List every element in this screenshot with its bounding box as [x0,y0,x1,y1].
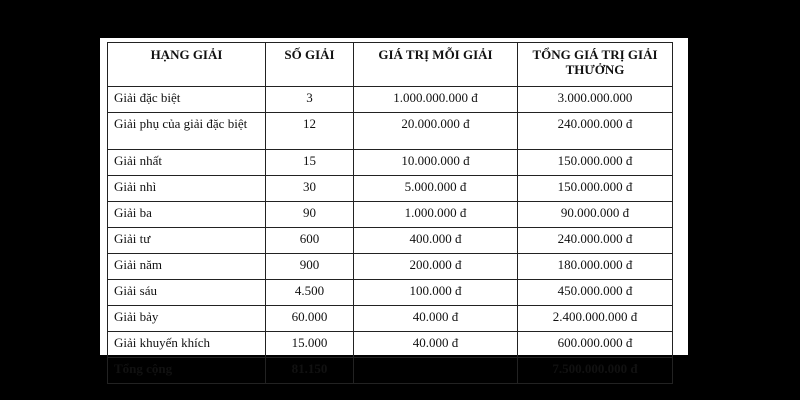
table-cell: Giải đặc biệt [107,86,266,113]
empty-cell [353,357,518,384]
paper: HẠNG GIẢI SỐ GIẢI GIÁ TRỊ MỖI GIẢI TỔNG GIÁ… [100,38,688,384]
table-cell: 450.000.000 đ [517,279,673,306]
table-cell: Giải bảy [107,305,266,332]
table-cell: Giải nhất [107,149,266,176]
total-amount: 7.500.000.000 đ [517,357,673,384]
total-row: Tổng cộng 81.150 7.500.000.000 đ [107,357,673,384]
table-row: Giải bảy 60.000 40.000 đ 2.400.000.000 đ [107,305,673,332]
table-cell: Giải nhì [107,175,266,202]
table-cell: 600.000.000 đ [517,331,673,358]
table-row: Giải đặc biệt 3 1.000.000.000 đ 3.000.000.0… [107,86,673,113]
table-cell: 1.000.000.000 đ [353,86,518,113]
table-cell: 900 [265,253,354,280]
table-cell: Giải năm [107,253,266,280]
table-cell: 60.000 [265,305,354,332]
header-cell: HẠNG GIẢI [107,42,266,87]
table-cell: 2.400.000.000 đ [517,305,673,332]
table-cell: 12 [265,112,354,150]
total-label: Tổng cộng [107,357,266,384]
table-cell: Giải phụ của giải đặc biệt [107,112,266,150]
table-cell: Giải ba [107,201,266,228]
table-cell: Giải tư [107,227,266,254]
table-row: Giải phụ của giải đặc biệt 12 20.000.000 đ… [107,112,673,150]
table-cell: 180.000.000 đ [517,253,673,280]
table-cell: 3 [265,86,354,113]
total-count: 81.150 [265,357,354,384]
table-cell: 20.000.000 đ [353,112,518,150]
table-cell: 30 [265,175,354,202]
header-cell: SỐ GIẢI [265,42,354,87]
table-cell: 10.000.000 đ [353,149,518,176]
table-cell: 3.000.000.000 [517,86,673,113]
table-row: Giải khuyến khích 15.000 40.000 đ 600.000.0… [107,331,673,358]
table-cell: 90.000.000 đ [517,201,673,228]
table-row: Giải tư 600 400.000 đ 240.000.000 đ [107,227,673,254]
header-row: HẠNG GIẢI SỐ GIẢI GIÁ TRỊ MỖI GIẢI TỔNG GIÁ… [107,42,673,87]
table-row: Giải năm 900 200.000 đ 180.000.000 đ [107,253,673,280]
header-cell: GIÁ TRỊ MỖI GIẢI [353,42,518,87]
table-cell: 40.000 đ [353,305,518,332]
table-cell: 240.000.000 đ [517,112,673,150]
table-cell: Giải sáu [107,279,266,306]
table-row: Giải nhất 15 10.000.000 đ 150.000.000 đ [107,149,673,176]
table-row: Giải nhì 30 5.000.000 đ 150.000.000 đ [107,175,673,202]
table-cell: 5.000.000 đ [353,175,518,202]
prize-table: HẠNG GIẢI SỐ GIẢI GIÁ TRỊ MỖI GIẢI TỔNG GIÁ… [107,42,673,384]
table-cell: 400.000 đ [353,227,518,254]
table-cell: 1.000.000 đ [353,201,518,228]
table-cell: 200.000 đ [353,253,518,280]
table-cell: 240.000.000 đ [517,227,673,254]
header-cell: TỔNG GIÁ TRỊ GIẢI THƯỞNG [517,42,673,87]
table-row: Giải ba 90 1.000.000 đ 90.000.000 đ [107,201,673,228]
table-cell: Giải khuyến khích [107,331,266,358]
table-cell: 4.500 [265,279,354,306]
table-cell: 100.000 đ [353,279,518,306]
table-cell: 600 [265,227,354,254]
table-cell: 150.000.000 đ [517,149,673,176]
table-cell: 15.000 [265,331,354,358]
table-row: Giải sáu 4.500 100.000 đ 450.000.000 đ [107,279,673,306]
table-cell: 15 [265,149,354,176]
table-cell: 150.000.000 đ [517,175,673,202]
table-cell: 90 [265,201,354,228]
table-cell: 40.000 đ [353,331,518,358]
